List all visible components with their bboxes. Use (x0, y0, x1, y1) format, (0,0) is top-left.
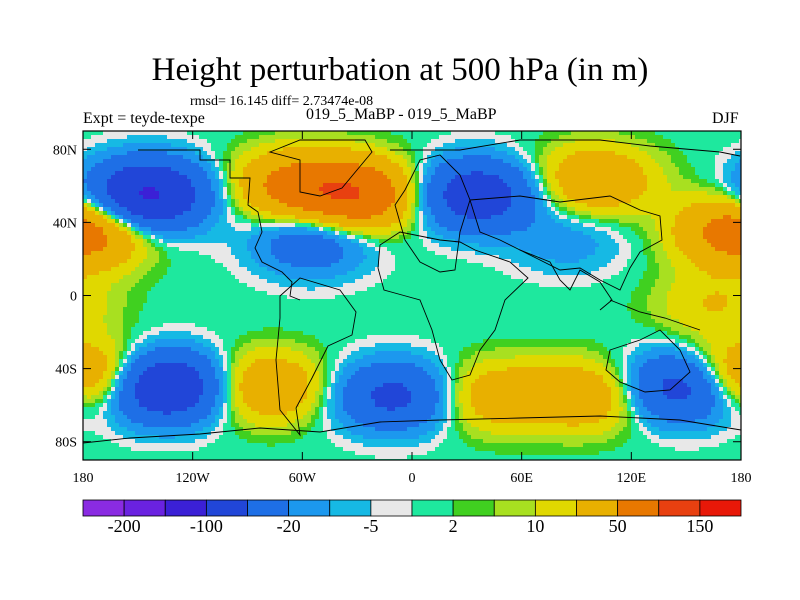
colorbar-label: 2 (448, 516, 458, 536)
x-tick-label: 180 (731, 471, 752, 486)
colorbar-label: -20 (276, 516, 301, 536)
colorbar-swatch (576, 499, 619, 517)
colorbar-swatch (82, 499, 125, 517)
x-tick-label: 120E (617, 471, 647, 486)
season-label: DJF (712, 110, 739, 127)
y-tick-label: 40N (53, 216, 77, 231)
colorbar-swatch (247, 499, 290, 517)
colorbar-swatch (411, 499, 454, 517)
x-tick-label: 180 (73, 471, 94, 486)
colorbar-swatch (493, 499, 536, 517)
colorbar-swatch (123, 499, 166, 517)
colorbar-swatch (699, 499, 742, 517)
comparison-label: 019_5_MaBP - 019_5_MaBP (306, 106, 497, 123)
x-tick-label: 60W (289, 471, 317, 486)
colorbar-swatch (452, 499, 495, 517)
x-tick-label: 120W (176, 471, 211, 486)
y-tick-label: 80S (55, 436, 77, 451)
colorbar-swatch (658, 499, 701, 517)
plot-title: Height perturbation at 500 hPa (in m) (151, 52, 649, 88)
colorbar-swatch (205, 499, 248, 517)
x-axis: 180 120W 60W 0 60E 120E 180 (73, 131, 752, 486)
coastlines (83, 139, 741, 444)
x-tick-label: 0 (409, 471, 416, 486)
colorbar-label: -200 (107, 516, 141, 536)
colorbar-swatch (534, 499, 577, 517)
colorbar-swatch (617, 499, 660, 517)
colorbar-label: -5 (363, 516, 379, 536)
colorbar-swatch (288, 499, 331, 517)
colorbar-label: -100 (189, 516, 223, 536)
y-tick-label: 40S (55, 363, 77, 378)
colorbar-label: 150 (686, 516, 714, 536)
y-tick-label: 80N (53, 143, 77, 158)
colorbar-swatch (329, 499, 372, 517)
x-tick-label: 60E (510, 471, 533, 486)
height-field (83, 131, 741, 460)
colorbar-label: 50 (608, 516, 627, 536)
colorbar-swatch (164, 499, 207, 517)
colorbar-swatch (370, 499, 413, 517)
y-axis: 80N 40N 0 40S 80S (53, 143, 741, 451)
stats-label: rmsd= 16.145 diff= 2.73474e-08 (190, 94, 374, 109)
colorbar-label: 10 (526, 516, 545, 536)
y-tick-label: 0 (70, 290, 77, 305)
experiment-label: Expt = teyde-texpe (83, 110, 205, 127)
colorbar (82, 499, 742, 517)
